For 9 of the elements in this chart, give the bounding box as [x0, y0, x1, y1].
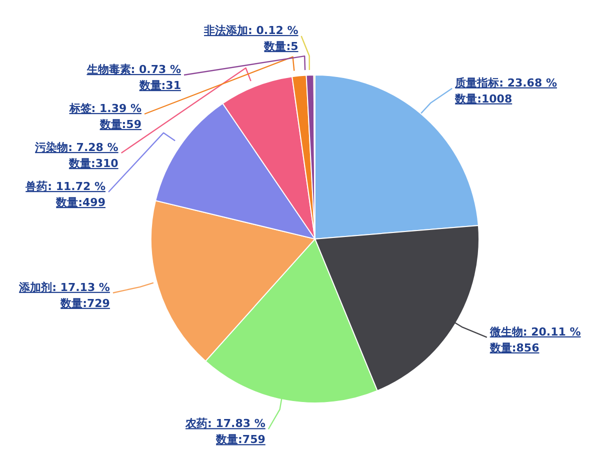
slice-label: 微生物: 20.11 % 数量:856	[488, 325, 581, 354]
slice-label: 标签: 1.39 % 数量:59	[68, 102, 142, 131]
slice-label: 兽药: 11.72 % 数量:499	[24, 180, 106, 209]
slice-label: 农药: 17.83 % 数量:759	[184, 417, 266, 446]
slice-label: 污染物: 7.28 % 数量:310	[34, 141, 119, 170]
slice-label: 生物毒素: 0.73 % 数量:31	[86, 63, 181, 92]
slice-label: 非法添加: 0.12 % 数量:5	[203, 24, 298, 53]
slice-label: 质量指标: 23.68 % 数量:1008	[454, 76, 557, 106]
slice-label: 添加剂: 17.13 % 数量:729	[18, 280, 110, 310]
